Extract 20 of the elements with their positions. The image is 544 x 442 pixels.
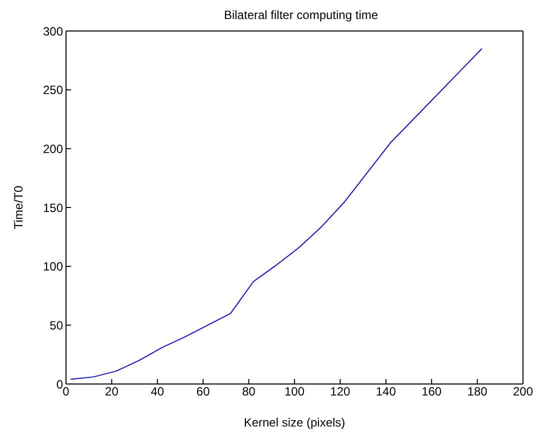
chart-title: Bilateral filter computing time — [222, 8, 380, 24]
y-tick-label: 200 — [42, 142, 64, 156]
y-tick-label: 100 — [42, 260, 64, 274]
y-tick-label: 150 — [42, 200, 64, 215]
x-tick-label: 180 — [467, 384, 488, 399]
y-axis-title: Time/T0 — [11, 185, 26, 230]
x-tick-label: 20 — [105, 384, 119, 399]
x-tick-label: 40 — [150, 384, 164, 399]
y-tick-label: 250 — [42, 83, 64, 98]
x-tick-label: 120 — [330, 384, 351, 399]
y-tick-label: 50 — [50, 318, 64, 332]
x-tick-label: 140 — [376, 384, 396, 399]
x-tick-label: 100 — [284, 384, 305, 399]
x-tick-label: 200 — [512, 384, 534, 399]
line-series — [70, 48, 482, 380]
x-tick-label: 160 — [422, 384, 442, 399]
x-axis-title: Kernel size (pixels) — [244, 416, 346, 430]
x-tick-label: 80 — [242, 384, 256, 399]
y-tick-label: 300 — [42, 24, 64, 38]
x-tick-label: 60 — [196, 384, 210, 399]
